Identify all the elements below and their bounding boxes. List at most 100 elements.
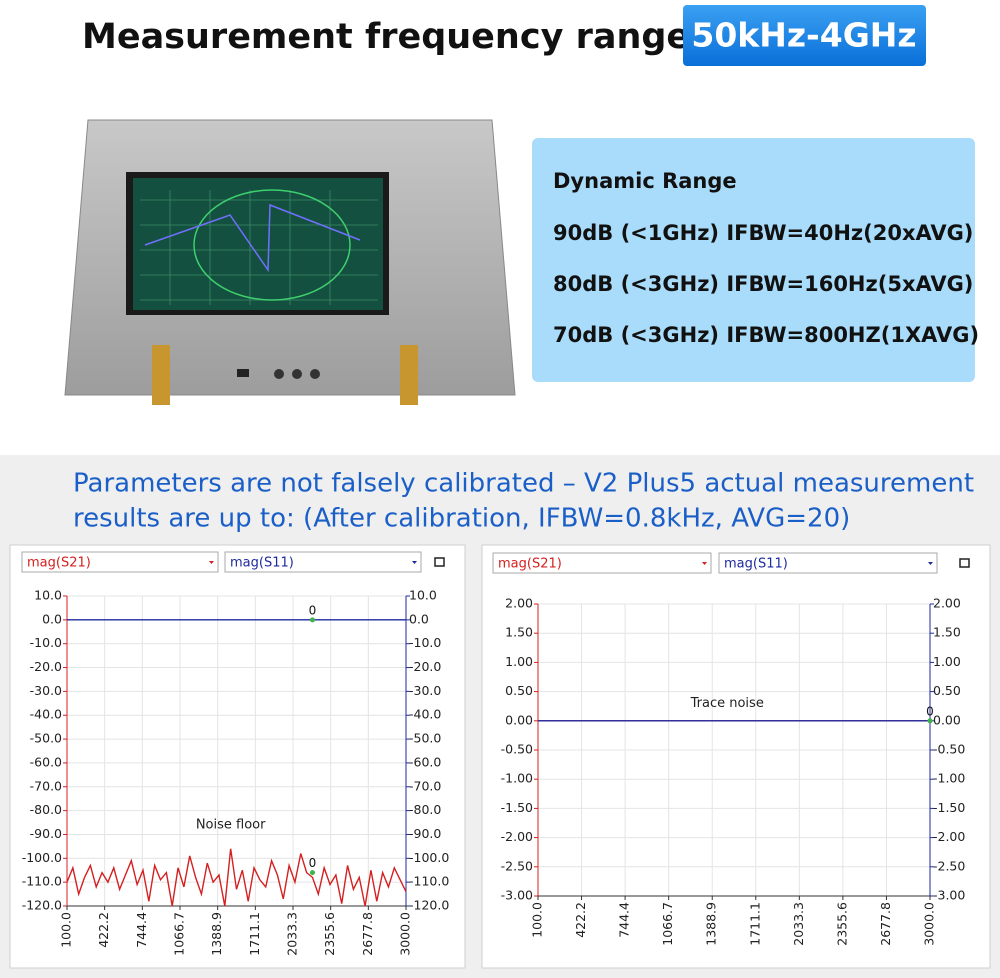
- y2-tick-label: 0.0: [409, 611, 429, 626]
- y2-tick-label: -1.00: [933, 771, 965, 786]
- x-tick-label: 1388.9: [209, 912, 224, 956]
- annotation: Trace noise: [690, 696, 764, 711]
- params-line: Parameters are not falsely calibrated – …: [73, 469, 974, 499]
- dropdown[interactable]: [21, 551, 219, 573]
- x-tick-label: 2677.8: [360, 912, 375, 956]
- y-tick-label: -90.0: [30, 826, 62, 841]
- y2-tick-label: -100.0: [409, 850, 449, 865]
- series-line: [66, 848, 407, 907]
- x-tick-label: 422.2: [96, 912, 111, 948]
- window-button[interactable]: [434, 557, 445, 567]
- y-tick-label: -1.00: [501, 771, 533, 786]
- y2-tick-label: -2.00: [933, 829, 965, 844]
- x-tick-label: 2033.3: [791, 902, 806, 946]
- dr-line: 80dB (<3GHz) IFBW=160Hz(5xAVG): [553, 272, 973, 296]
- y2-tick-label: -3.00: [933, 888, 965, 903]
- marker: [927, 718, 933, 724]
- marker-label: 0: [309, 856, 317, 870]
- legend-label: mag(S21): [27, 556, 91, 571]
- window-button[interactable]: [959, 558, 970, 568]
- y-tick-label: -3.00: [501, 888, 533, 903]
- annotation: Noise floor: [196, 817, 266, 832]
- y2-tick-label: -20.0: [409, 659, 441, 674]
- y2-tick-label: -80.0: [409, 802, 441, 817]
- dr-line: 70dB (<3GHz) IFBW=800HZ(1XAVG): [553, 323, 979, 347]
- y2-tick-label: -50.0: [409, 731, 441, 746]
- legend-label: mag(S11): [724, 557, 788, 572]
- params-line: results are up to: (After calibration, I…: [73, 504, 850, 534]
- x-tick-label: 744.4: [617, 902, 632, 938]
- chart-panel: [481, 544, 991, 969]
- y2-tick-label: 1.50: [933, 625, 961, 640]
- legend-label: mag(S11): [230, 556, 294, 571]
- y2-tick-label: -2.50: [933, 858, 965, 873]
- y-tick-label: -0.50: [501, 742, 533, 757]
- y-tick-label: -50.0: [30, 731, 62, 746]
- x-tick-label: 1066.7: [660, 902, 675, 946]
- x-tick-label: 3000.0: [398, 912, 413, 956]
- y2-tick-label: -30.0: [409, 683, 441, 698]
- dropdown[interactable]: [718, 552, 938, 574]
- badge: 50kHz-4GHz: [691, 16, 916, 55]
- marker-label: 0: [309, 603, 317, 617]
- headline: Measurement frequency range:: [82, 17, 704, 57]
- dr-heading: Dynamic Range: [553, 169, 737, 193]
- y-tick-label: 1.00: [505, 654, 533, 669]
- y-tick-label: -60.0: [30, 754, 62, 769]
- y-tick-label: -10.0: [30, 635, 62, 650]
- y-tick-label: -110.0: [22, 874, 62, 889]
- y2-tick-label: -10.0: [409, 635, 441, 650]
- dynamic-range-box: [532, 138, 975, 382]
- dropdown[interactable]: [224, 551, 422, 573]
- y-tick-label: -80.0: [30, 802, 62, 817]
- dropdown-arrow: [702, 562, 707, 565]
- y-tick-label: -2.00: [501, 829, 533, 844]
- badge-bg: [683, 5, 926, 66]
- y2-tick-label: 0.00: [933, 712, 961, 727]
- y2-tick-label: -1.50: [933, 800, 965, 815]
- x-tick-label: 2677.8: [878, 902, 893, 946]
- dr-line: 90dB (<1GHz) IFBW=40Hz(20xAVG): [553, 221, 973, 245]
- x-tick-label: 2355.6: [834, 902, 849, 946]
- x-tick-label: 100.0: [59, 912, 74, 948]
- device-photo: [64, 119, 516, 405]
- y2-tick-label: -70.0: [409, 778, 441, 793]
- y-tick-label: -70.0: [30, 778, 62, 793]
- y-tick-label: -1.50: [501, 800, 533, 815]
- y-tick-label: -20.0: [30, 659, 62, 674]
- y-tick-label: 0.50: [505, 683, 533, 698]
- marker: [309, 870, 315, 876]
- marker-label: 0: [926, 704, 934, 718]
- x-tick-label: 100.0: [530, 902, 545, 938]
- y2-tick-label: 0.50: [933, 683, 961, 698]
- y-tick-label: 0.00: [505, 712, 533, 727]
- y-tick-label: 10.0: [34, 588, 62, 603]
- y2-tick-label: -120.0: [409, 898, 449, 913]
- y2-tick-label: -110.0: [409, 874, 449, 889]
- y-tick-label: 0.0: [42, 611, 62, 626]
- x-tick-label: 1066.7: [172, 912, 187, 956]
- dropdown-arrow: [209, 561, 214, 564]
- y-tick-label: -120.0: [22, 898, 62, 913]
- x-tick-label: 744.4: [134, 912, 149, 948]
- y2-tick-label: -60.0: [409, 754, 441, 769]
- dropdown-arrow: [928, 562, 933, 565]
- dropdown[interactable]: [492, 552, 712, 574]
- y2-tick-label: 1.00: [933, 654, 961, 669]
- x-tick-label: 2033.3: [284, 912, 299, 956]
- legend-label: mag(S21): [498, 557, 562, 572]
- chart-panel: [9, 544, 466, 969]
- y-tick-label: -2.50: [501, 858, 533, 873]
- x-tick-label: 1388.9: [704, 902, 719, 946]
- y2-tick-label: 10.0: [409, 588, 437, 603]
- y-tick-label: -30.0: [30, 683, 62, 698]
- y2-tick-label: 2.00: [933, 596, 961, 611]
- y-tick-label: 2.00: [505, 596, 533, 611]
- x-tick-label: 1711.1: [247, 912, 262, 956]
- x-tick-label: 422.2: [573, 902, 588, 938]
- dropdown-arrow: [412, 561, 417, 564]
- x-tick-label: 2355.6: [322, 912, 337, 956]
- x-tick-label: 3000.0: [922, 902, 937, 946]
